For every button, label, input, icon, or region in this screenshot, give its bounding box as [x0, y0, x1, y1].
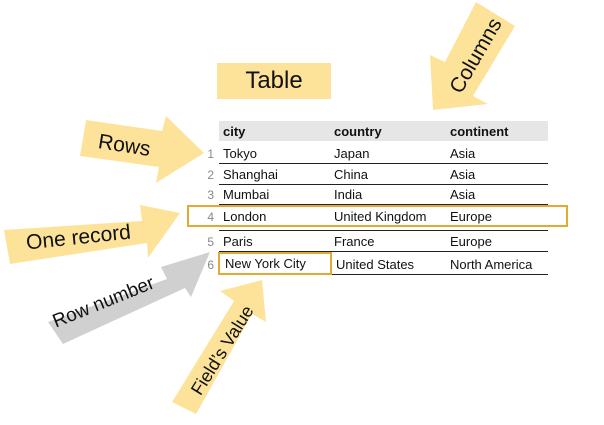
table-cell-continent: North America [450, 257, 533, 272]
table-cell-continent: Europe [450, 234, 492, 249]
row-divider [219, 204, 548, 205]
row-number: 3 [207, 188, 214, 202]
row-number: 4 [207, 210, 214, 224]
row-divider [219, 251, 548, 252]
field-highlight [218, 252, 332, 275]
table-cell-country: United Kingdom [334, 209, 427, 224]
rows-arrow [80, 116, 204, 183]
table-cell-city: New York City [225, 256, 306, 271]
table-header [219, 121, 548, 141]
table-cell-country: India [334, 187, 363, 202]
row-number: 2 [207, 168, 214, 182]
table-cell-continent: Asia [450, 167, 476, 182]
field-value-arrow [172, 280, 266, 414]
column-header-city: city [223, 124, 246, 139]
table-cell-city: Tokyo [223, 146, 257, 161]
row-divider [219, 274, 548, 275]
one-record-arrow [4, 205, 180, 264]
table-title: Table [217, 63, 331, 99]
table-cell-country: Japan [334, 146, 370, 161]
table-cell-country: France [334, 234, 375, 249]
row-number: 1 [207, 147, 214, 161]
column-header-country: country [334, 124, 382, 139]
row-number-arrow [48, 252, 210, 344]
row-divider [219, 163, 548, 164]
column-header-continent: continent [450, 124, 509, 139]
columns-arrow [430, 2, 515, 110]
row-number: 6 [207, 258, 214, 272]
table-cell-continent: Asia [450, 146, 476, 161]
table-cell-continent: Europe [450, 209, 492, 224]
record-highlight [187, 205, 568, 227]
table-cell-city: Shanghai [223, 167, 278, 182]
table-cell-city: London [223, 209, 267, 224]
table-cell-country: United States [336, 257, 415, 272]
table-cell-country: China [334, 167, 368, 182]
row-number: 5 [207, 235, 214, 249]
row-divider [219, 184, 548, 185]
table-cell-city: Paris [223, 234, 253, 249]
table-cell-continent: Asia [450, 187, 476, 202]
table-cell-city: Mumbai [223, 187, 270, 202]
row-divider [219, 230, 548, 231]
